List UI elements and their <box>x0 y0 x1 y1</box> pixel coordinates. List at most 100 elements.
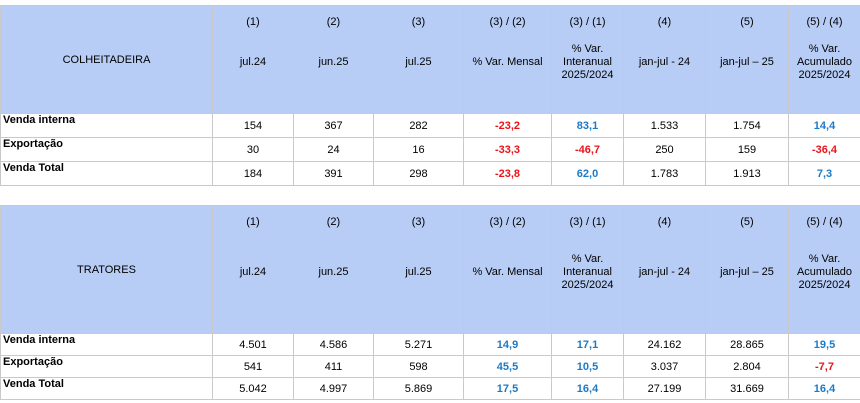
cell: 367 <box>293 113 374 138</box>
column-label: % Var. Interanual 2025/2024 <box>561 253 614 291</box>
data-row: Venda Total 5.042 4.997 5.869 17,5 16,4 27.199… <box>0 377 860 400</box>
row-label: Exportação <box>0 137 213 162</box>
cell: 541 <box>212 355 294 378</box>
cell: -33,3 <box>463 137 552 162</box>
column-header: (1) jul.24 <box>212 205 294 334</box>
cell: 30 <box>212 137 294 162</box>
column-label: jul.25 <box>405 56 432 68</box>
cell: 10,5 <box>551 355 624 378</box>
cell: 1.783 <box>623 161 706 186</box>
column-number: (3) <box>411 216 426 228</box>
column-header: (1) jul.24 <box>212 5 294 114</box>
column-label: jun.25 <box>318 266 349 278</box>
cell: 28.865 <box>705 333 789 356</box>
cell: 250 <box>623 137 706 162</box>
data-row: Venda interna 4.501 4.586 5.271 14,9 17,1 24.1… <box>0 333 860 356</box>
cell: 3.037 <box>623 355 706 378</box>
cell: 16 <box>373 137 464 162</box>
column-header: (4) jan-jul - 24 <box>623 5 706 114</box>
column-header: (5) / (4) % Var. Acumulado 2025/2024 <box>788 5 860 114</box>
column-header: (3) / (1) % Var. Interanual 2025/2024 <box>551 5 624 114</box>
column-number: (1) <box>246 16 260 28</box>
cell: -23,2 <box>463 113 552 138</box>
cell: 24.162 <box>623 333 706 356</box>
column-number: (5) / (4) <box>806 16 843 28</box>
column-number: (3) / (2) <box>489 16 526 28</box>
column-header: (5) jan-jul – 25 <box>705 5 789 114</box>
cell: 5.271 <box>373 333 464 356</box>
cell: 154 <box>212 113 294 138</box>
cell: -36,4 <box>788 137 860 162</box>
cell: 4.997 <box>293 377 374 400</box>
cell: 14,9 <box>463 333 552 356</box>
cell: 16,4 <box>551 377 624 400</box>
column-label: % Var. Acumulado 2025/2024 <box>796 43 853 81</box>
column-number: (5) / (4) <box>806 216 843 228</box>
column-header: (2) jun.25 <box>293 5 374 114</box>
column-label: jul.25 <box>405 266 432 278</box>
column-number: (3) / (1) <box>569 216 606 228</box>
column-label: % Var. Mensal <box>472 266 543 278</box>
cell: 62,0 <box>551 161 624 186</box>
cell: 17,1 <box>551 333 624 356</box>
column-label: % Var. Acumulado 2025/2024 <box>796 253 853 291</box>
column-number: (4) <box>657 16 672 28</box>
cell: 7,3 <box>788 161 860 186</box>
cell: 1.533 <box>623 113 706 138</box>
cell: 2.804 <box>705 355 789 378</box>
column-number: (2) <box>326 216 341 228</box>
cell: -7,7 <box>788 355 860 378</box>
header-row: TRATORES (1) jul.24 (2) jun.25 (3) jul.25 (3) /… <box>0 205 860 334</box>
column-number: (5) <box>740 216 754 228</box>
column-label: jan-jul – 25 <box>720 266 774 278</box>
column-header: (3) / (2) % Var. Mensal <box>463 205 552 334</box>
data-table: TRATORES (1) jul.24 (2) jun.25 (3) jul.25 (3) /… <box>0 205 860 400</box>
column-header: (3) / (2) % Var. Mensal <box>463 5 552 114</box>
header-row: COLHEITADEIRA (1) jul.24 (2) jun.25 (3) jul.25… <box>0 5 860 114</box>
cell: 14,4 <box>788 113 860 138</box>
data-table: COLHEITADEIRA (1) jul.24 (2) jun.25 (3) jul.25… <box>0 5 860 186</box>
column-label: % Var. Interanual 2025/2024 <box>561 43 614 81</box>
column-header: (5) jan-jul – 25 <box>705 205 789 334</box>
cell: 19,5 <box>788 333 860 356</box>
row-label: Exportação <box>0 355 213 378</box>
data-row: Venda Total 184 391 298 -23,8 62,0 1.783 1.913 7… <box>0 161 860 186</box>
cell: 27.199 <box>623 377 706 400</box>
table-title: TRATORES <box>0 205 213 334</box>
cell: 411 <box>293 355 374 378</box>
column-header: (3) jul.25 <box>373 205 464 334</box>
cell: -23,8 <box>463 161 552 186</box>
data-row: Exportação 30 24 16 -33,3 -46,7 250 159 -36,4 <box>0 137 860 162</box>
column-number: (3) / (2) <box>489 216 526 228</box>
cell: 83,1 <box>551 113 624 138</box>
column-label: jan-jul - 24 <box>638 56 691 68</box>
cell: 4.501 <box>212 333 294 356</box>
column-number: (1) <box>246 216 260 228</box>
cell: 282 <box>373 113 464 138</box>
cell: 4.586 <box>293 333 374 356</box>
cell: 391 <box>293 161 374 186</box>
cell: 184 <box>212 161 294 186</box>
column-number: (3) <box>411 16 426 28</box>
row-label: Venda Total <box>0 161 213 186</box>
column-header: (3) jul.25 <box>373 5 464 114</box>
column-header: (5) / (4) % Var. Acumulado 2025/2024 <box>788 205 860 334</box>
column-label: jun.25 <box>318 56 349 68</box>
row-label: Venda interna <box>0 333 213 356</box>
column-header: (2) jun.25 <box>293 205 374 334</box>
cell: 45,5 <box>463 355 552 378</box>
column-label: jul.24 <box>239 56 267 68</box>
cell: 17,5 <box>463 377 552 400</box>
data-row: Exportação 541 411 598 45,5 10,5 3.037 2.804 -7,… <box>0 355 860 378</box>
column-number: (3) / (1) <box>569 16 606 28</box>
cell: 24 <box>293 137 374 162</box>
column-header: (3) / (1) % Var. Interanual 2025/2024 <box>551 205 624 334</box>
table-title: COLHEITADEIRA <box>0 5 213 114</box>
row-label: Venda interna <box>0 113 213 138</box>
column-label: jan-jul - 24 <box>638 266 691 278</box>
cell: 1.754 <box>705 113 789 138</box>
column-label: jul.24 <box>239 266 267 278</box>
cell: 159 <box>705 137 789 162</box>
cell: 5.869 <box>373 377 464 400</box>
column-header: (4) jan-jul - 24 <box>623 205 706 334</box>
